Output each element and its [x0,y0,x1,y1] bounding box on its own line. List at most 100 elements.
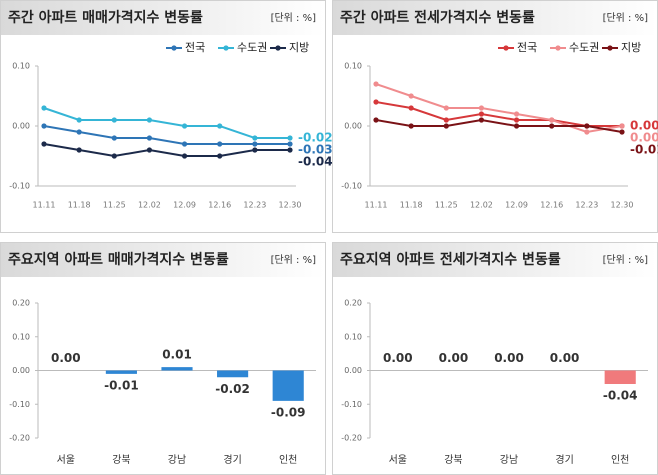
y-tick-label: -0.20 [9,434,30,443]
x-tick-label: 12.16 [540,201,563,210]
x-tick-label: 강북 [444,454,462,466]
point [181,141,188,147]
legend-marker [555,45,561,51]
legend-marker [171,45,177,51]
point [513,123,520,129]
x-tick-label: 12.02 [138,201,161,210]
point [217,123,223,129]
point [41,141,47,147]
point [478,105,485,111]
y-tick-label: -0.10 [9,182,30,191]
point [513,111,520,117]
panel-header [1,243,325,277]
value-label: 0.00 [439,351,469,365]
value-label: -0.01 [630,143,658,157]
series-line [43,107,290,139]
x-tick-label: 11.25 [435,201,458,210]
legend-label: 지방 [289,41,309,54]
panel [0,0,326,233]
series-line [375,83,623,134]
x-tick-label: 강남 [168,454,186,466]
value-label: 0.00 [383,351,413,365]
point [287,147,293,153]
point [478,111,485,117]
series-line [43,125,290,145]
point [181,123,188,129]
value-label: -0.04 [298,155,333,169]
unit-label: [단위 : %] [271,11,317,24]
panel [332,242,658,475]
point [181,153,188,159]
value-label: -0.09 [271,405,306,419]
x-tick-label: 서울 [57,454,75,466]
panel-header [333,1,657,35]
x-tick-label: 12.23 [575,201,598,210]
bar [272,370,304,401]
y-tick-label: 0.10 [344,62,362,71]
x-tick-label: 인천 [611,454,629,466]
value-label: -0.02 [298,131,333,145]
value-label: 0.00 [630,131,658,145]
legend-label: 전국 [185,41,205,54]
x-tick-label: 경기 [223,453,241,466]
point [619,129,625,135]
point [373,81,379,87]
x-tick-label: 서울 [389,454,407,466]
y-tick-label: -0.10 [341,400,362,409]
y-tick-label: 0.00 [344,366,362,375]
legend-label: 수도권 [237,41,267,54]
value-label: -0.03 [298,143,333,157]
panel [0,242,326,475]
unit-label: [단위 : %] [603,11,649,24]
point [478,117,485,123]
series-line [375,118,623,133]
x-tick-label: 12.09 [173,201,196,210]
value-label: 0.00 [550,351,580,365]
x-tick-label: 인천 [279,454,297,466]
point [146,135,153,141]
point [41,105,47,111]
value-label: 0.00 [630,119,658,133]
point [76,147,82,153]
legend-marker [275,45,281,51]
chart-title: 주요지역 아파트 매매가격지수 변동률 [8,251,229,268]
point [76,129,82,135]
legend-marker [223,45,229,51]
x-tick-label: 12.30 [611,201,634,210]
legend-marker [607,45,613,51]
x-tick-label: 11.11 [33,201,56,210]
point [287,141,293,147]
point [76,117,82,123]
chart-title: 주요지역 아파트 전세가격지수 변동률 [340,251,561,268]
x-tick-label: 강남 [500,454,518,466]
point [443,105,449,111]
point [217,153,223,159]
chart-title: 주간 아파트 전세가격지수 변동률 [340,9,535,26]
legend-label: 전국 [517,41,537,54]
unit-label: [단위 : %] [603,253,649,266]
point [408,123,414,129]
x-tick-label: 12.16 [208,201,231,210]
value-label: 0.00 [51,351,81,365]
point [584,123,590,129]
point [41,123,47,129]
y-tick-label: 0.00 [344,122,362,131]
x-tick-label: 경기 [555,453,573,466]
bar [604,370,636,384]
y-tick-label: 0.00 [12,122,30,131]
y-tick-label: -0.10 [9,400,30,409]
x-tick-label: 12.30 [279,201,302,210]
chart-title: 주간 아파트 매매가격지수 변동률 [8,9,203,26]
y-tick-label: 0.10 [12,62,30,71]
point [443,123,449,129]
series-line [43,143,290,158]
panel-header [1,1,325,35]
x-tick-label: 강북 [112,454,130,466]
y-tick-label: 0.10 [12,332,30,341]
x-tick-label: 12.09 [505,201,528,210]
value-label: 0.00 [494,351,524,365]
point [252,141,258,147]
legend-label: 지방 [621,41,641,54]
point [373,99,379,105]
point [146,117,153,123]
